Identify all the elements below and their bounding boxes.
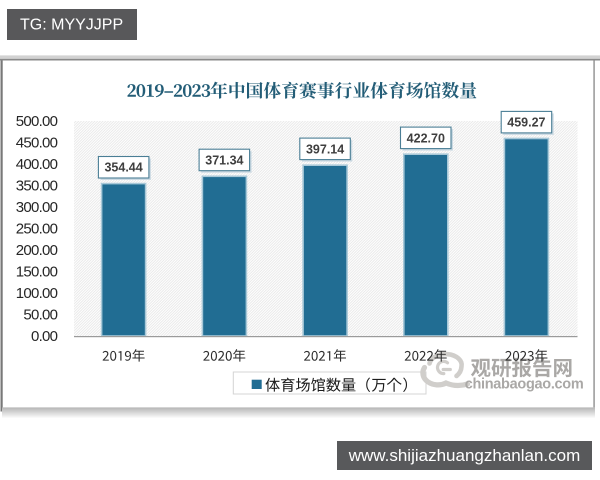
svg-text:397.14: 397.14 bbox=[306, 142, 344, 156]
svg-text:300.00: 300.00 bbox=[16, 199, 58, 216]
svg-text:100.00: 100.00 bbox=[16, 285, 58, 302]
svg-text:TG: MYYJJPP: TG: MYYJJPP bbox=[20, 17, 123, 34]
svg-text:350.00: 350.00 bbox=[16, 178, 58, 195]
svg-text:400.00: 400.00 bbox=[16, 156, 58, 173]
svg-text:371.34: 371.34 bbox=[205, 154, 243, 168]
svg-text:459.27: 459.27 bbox=[507, 116, 545, 130]
svg-text:50.00: 50.00 bbox=[23, 307, 57, 324]
svg-text:450.00: 450.00 bbox=[16, 135, 58, 152]
svg-text:200.00: 200.00 bbox=[16, 242, 58, 259]
svg-text:www.shijiazhuangzhanlan.com: www.shijiazhuangzhanlan.com bbox=[348, 446, 581, 465]
svg-text:150.00: 150.00 bbox=[16, 264, 58, 281]
svg-text:0.00: 0.00 bbox=[31, 328, 58, 345]
svg-text:354.44: 354.44 bbox=[104, 161, 142, 175]
svg-text:422.70: 422.70 bbox=[407, 131, 445, 145]
svg-text:250.00: 250.00 bbox=[16, 221, 58, 238]
svg-text:chinabaogao.com: chinabaogao.com bbox=[465, 377, 584, 393]
svg-text:500.00: 500.00 bbox=[16, 113, 58, 130]
